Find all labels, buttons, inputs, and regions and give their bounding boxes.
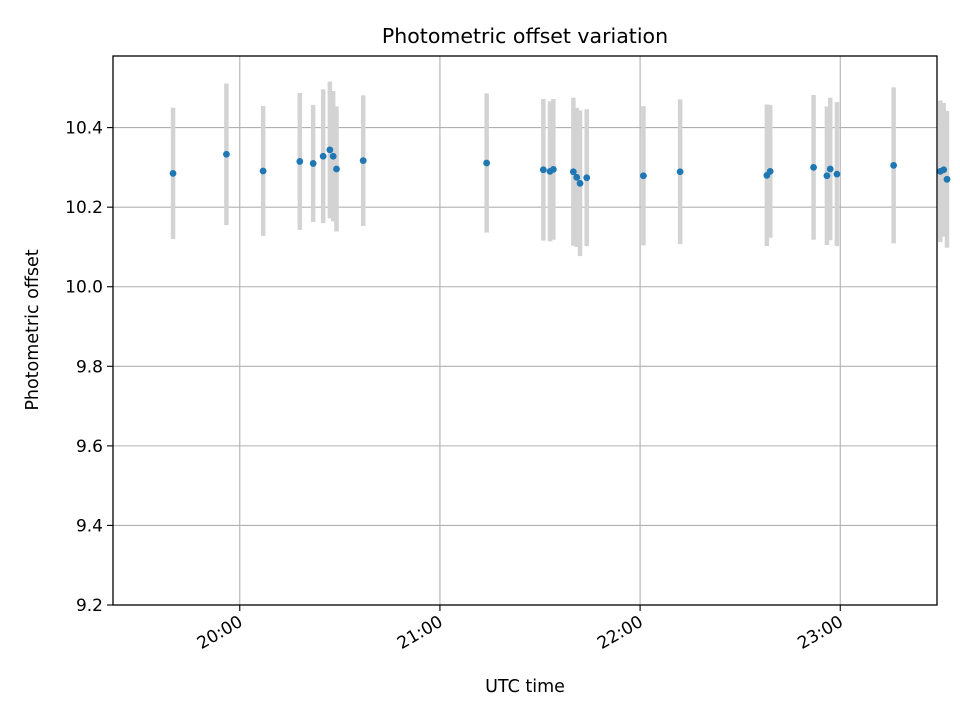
data-point (766, 167, 774, 175)
data-point (259, 167, 267, 175)
data-point (823, 172, 831, 180)
data-point (569, 168, 577, 176)
x-axis-label: UTC time (485, 677, 565, 697)
data-point (169, 169, 177, 177)
y-tick-label: 9.2 (76, 596, 103, 616)
data-point (333, 165, 340, 173)
data-point (890, 162, 898, 169)
y-axis-label: Photometric offset (23, 249, 43, 410)
data-point (573, 173, 581, 181)
data-point (583, 174, 591, 182)
data-point (826, 165, 834, 173)
y-tick-label: 9.6 (76, 437, 103, 457)
data-point (326, 146, 334, 154)
y-tick-label: 10.2 (65, 198, 103, 218)
data-point (640, 172, 647, 180)
y-axis-ticks: 9.2 9.4 9.6 9.8 10.0 10.2 10.4 (65, 119, 113, 616)
data-point (676, 168, 684, 176)
data-point (359, 157, 367, 165)
y-tick-label: 10.4 (65, 119, 103, 139)
data-point (940, 166, 948, 174)
data-point (329, 152, 337, 160)
data-point (943, 175, 951, 183)
data-point (810, 163, 817, 171)
data-point (833, 170, 841, 178)
data-point (539, 166, 547, 174)
y-tick-label: 9.4 (76, 516, 103, 536)
data-point (223, 150, 230, 158)
chart-title: Photometric offset variation (382, 24, 668, 48)
y-tick-label: 10.0 (65, 278, 103, 298)
data-points (169, 146, 951, 187)
plot-frame (112, 55, 938, 606)
data-point (576, 179, 584, 187)
y-tick-label: 9.8 (76, 357, 103, 377)
data-point (296, 158, 304, 165)
data-point (309, 160, 317, 167)
data-point (549, 165, 557, 173)
data-point (319, 152, 327, 160)
data-point (483, 159, 491, 167)
